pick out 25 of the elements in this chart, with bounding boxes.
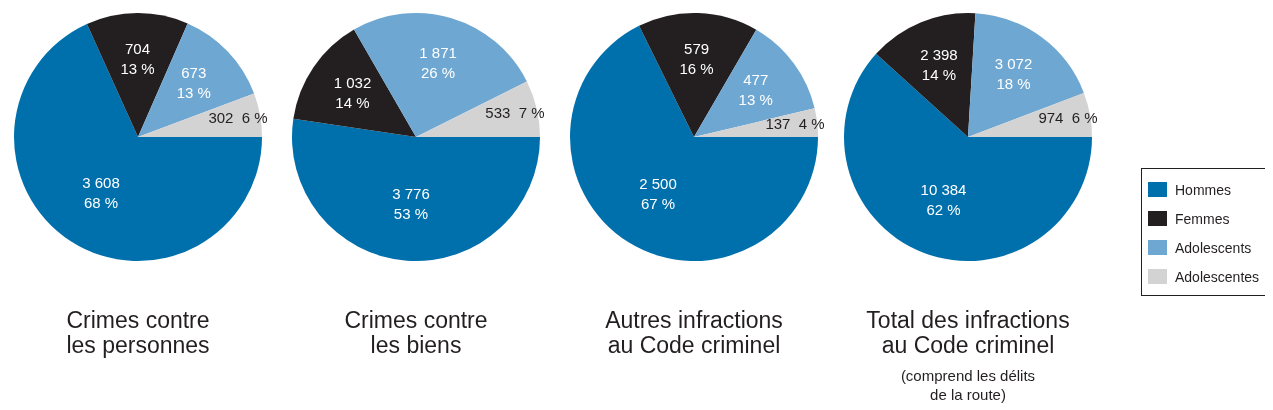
text: Total des infractions au Code criminel bbox=[865, 307, 1071, 358]
legend-label: Femmes bbox=[1175, 210, 1230, 227]
data-label: 302 6 % bbox=[208, 108, 268, 126]
data-label: 2 500 67 % bbox=[639, 175, 677, 213]
data-label: 1 871 26 % bbox=[419, 43, 457, 81]
text: Crimes contre les biens bbox=[343, 307, 489, 358]
data-label: 3 776 53 % bbox=[392, 185, 430, 223]
legend-label: Hommes bbox=[1175, 181, 1232, 198]
data-label: 137 4 % bbox=[765, 115, 825, 133]
data-label: 3 608 68 % bbox=[82, 174, 120, 212]
data-label: 3 072 18 % bbox=[994, 55, 1033, 93]
data-label: 673 13 % bbox=[176, 64, 211, 102]
data-label: 477 13 % bbox=[738, 71, 773, 109]
legend-label: Adolescentes bbox=[1175, 268, 1260, 285]
data-label: 704 13 % bbox=[120, 40, 155, 78]
data-label: 10 384 62 % bbox=[920, 180, 967, 218]
text: (comprend les délits de la route) bbox=[899, 366, 1037, 404]
data-label: 974 6 % bbox=[1038, 108, 1098, 126]
legend-label: Adolescents bbox=[1175, 239, 1252, 256]
data-label: 1 032 14 % bbox=[333, 73, 372, 111]
data-label: 2 398 14 % bbox=[920, 45, 958, 83]
text: Autres infractions au Code criminel bbox=[604, 307, 784, 358]
data-label: 579 16 % bbox=[679, 40, 714, 78]
text: Crimes contre les personnes bbox=[65, 307, 211, 358]
data-label: 533 7 % bbox=[485, 103, 545, 121]
